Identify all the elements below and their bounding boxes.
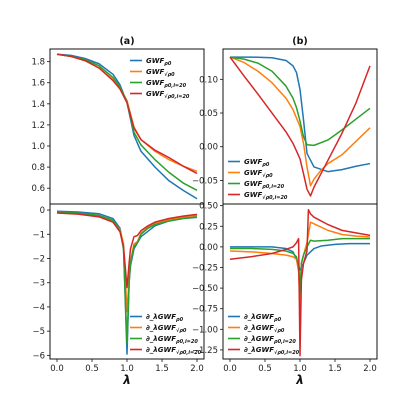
x-tick-label: 0.0: [223, 364, 237, 374]
series-line-4: [229, 209, 371, 357]
x-tick-label: 2.0: [363, 364, 377, 374]
series-line-3: [229, 56, 371, 147]
legend-label: GWFρ0,i=20: [146, 79, 187, 89]
x-tick-label: 0.5: [85, 364, 99, 374]
y-tick-label: 0.10: [199, 75, 218, 85]
series-line-2: [229, 56, 371, 187]
panel-b: (b) −0.05 0.00 0.05 0.10 GWFρ0GWF√ρ0GWFρ0,i=…: [192, 36, 378, 205]
y-tick-label: 1.2: [31, 121, 45, 131]
series-group: [56, 53, 198, 200]
y-tick-label: −0.50: [192, 284, 218, 294]
panel-d-xlabel: λ: [295, 373, 304, 387]
panel-a: (a) 0.6 0.8 1.0 1.2 1.4 1.6 1.8 GWFρ0GWF√ρ0GWFρ…: [31, 36, 205, 205]
x-tick-label: 1.0: [120, 364, 134, 374]
legend-label: ∂_λGWFρ0,i=20: [244, 335, 296, 345]
legend-label: GWFρ0,i=20: [244, 180, 285, 190]
series-line-3: [56, 53, 198, 191]
series-group: [229, 209, 371, 357]
panel-c: λ −6−5−4−3−2−100.0 0.5 1.0 1.5 2.0∂_λGWFρ0∂_…: [32, 203, 205, 387]
series-line-4: [56, 53, 198, 175]
y-tick-label: 0.50: [199, 202, 218, 212]
panel-d: λ −1.25 −1.00 −0.75 −0.50 −0.25 0.00 0.25 0.50 0…: [192, 202, 378, 387]
legend-label: ∂_λGWF√ρ0: [146, 324, 187, 334]
y-tick-label: −4: [32, 303, 45, 313]
y-tick-label: 1.4: [31, 100, 45, 110]
y-tick-label: −0.75: [192, 305, 218, 315]
panel-c-xlabel: λ: [122, 373, 131, 387]
y-tick-label: −6: [32, 351, 45, 361]
y-tick-label: −0.05: [192, 176, 218, 186]
legend-label: ∂_λGWFρ0: [244, 313, 282, 323]
legend-label: ∂_λGWF√ρ0: [244, 324, 285, 334]
series-line-3: [56, 211, 198, 345]
series-line-2: [56, 211, 198, 313]
legend-label: GWFρ0: [244, 158, 270, 168]
legend-label: GWF√ρ0: [146, 68, 175, 78]
x-tick-label: 0.5: [258, 364, 272, 374]
y-tick-label: 0.00: [199, 143, 218, 153]
y-tick-label: 1.6: [31, 79, 45, 89]
y-tick-label: −0.25: [192, 263, 218, 273]
y-tick-label: 0.00: [199, 243, 218, 253]
y-tick-label: 0: [40, 206, 45, 216]
legend: ∂_λGWFρ0∂_λGWF√ρ0∂_λGWFρ0,i=20∂_λGWF√ρ0,…: [130, 313, 202, 356]
legend-label: GWFρ0: [146, 57, 172, 67]
y-tick-label: 0.25: [199, 222, 218, 232]
legend-label: ∂_λGWFρ0,i=20: [146, 335, 198, 345]
series-line-4: [229, 56, 371, 197]
x-tick-label: 1.5: [328, 364, 342, 374]
panel-a-title: (a): [119, 36, 134, 47]
legend: ∂_λGWFρ0∂_λGWF√ρ0∂_λGWFρ0,i=20∂_λGWF√ρ0,…: [228, 313, 300, 356]
y-tick-label: 1.8: [31, 58, 45, 68]
legend-label: ∂_λGWF√ρ0,i=20: [146, 346, 202, 356]
x-tick-label: 2.0: [190, 364, 204, 374]
y-tick-label: −1.25: [192, 346, 218, 356]
y-tick-label: 0.8: [31, 163, 45, 173]
y-tick-label: −1.00: [192, 325, 218, 335]
legend-label: GWF√ρ0: [244, 169, 273, 179]
y-tick-label: −5: [32, 327, 45, 337]
series-line-2: [56, 53, 198, 173]
panel-b-title: (b): [292, 36, 307, 47]
x-tick-label: 0.0: [50, 364, 64, 374]
legend-label: GWF√ρ0,i=20: [146, 90, 190, 100]
y-tick-label: 1.0: [31, 142, 45, 152]
series-line-4: [56, 212, 198, 289]
legend-label: ∂_λGWFρ0: [146, 313, 184, 323]
y-tick-label: 0.6: [31, 184, 45, 194]
legend-label: GWF√ρ0,i=20: [244, 191, 288, 201]
y-tick-label: −2: [32, 254, 45, 264]
y-tick-label: −3: [32, 279, 45, 289]
y-tick-label: −1: [32, 230, 45, 240]
series-group: [229, 56, 371, 197]
legend-label: ∂_λGWF√ρ0,i=20: [244, 346, 300, 356]
y-tick-label: 0.05: [199, 109, 218, 119]
x-tick-label: 1.5: [155, 364, 169, 374]
x-tick-label: 1.0: [293, 364, 307, 374]
series-line-1: [230, 56, 371, 173]
series-group: [56, 210, 198, 355]
